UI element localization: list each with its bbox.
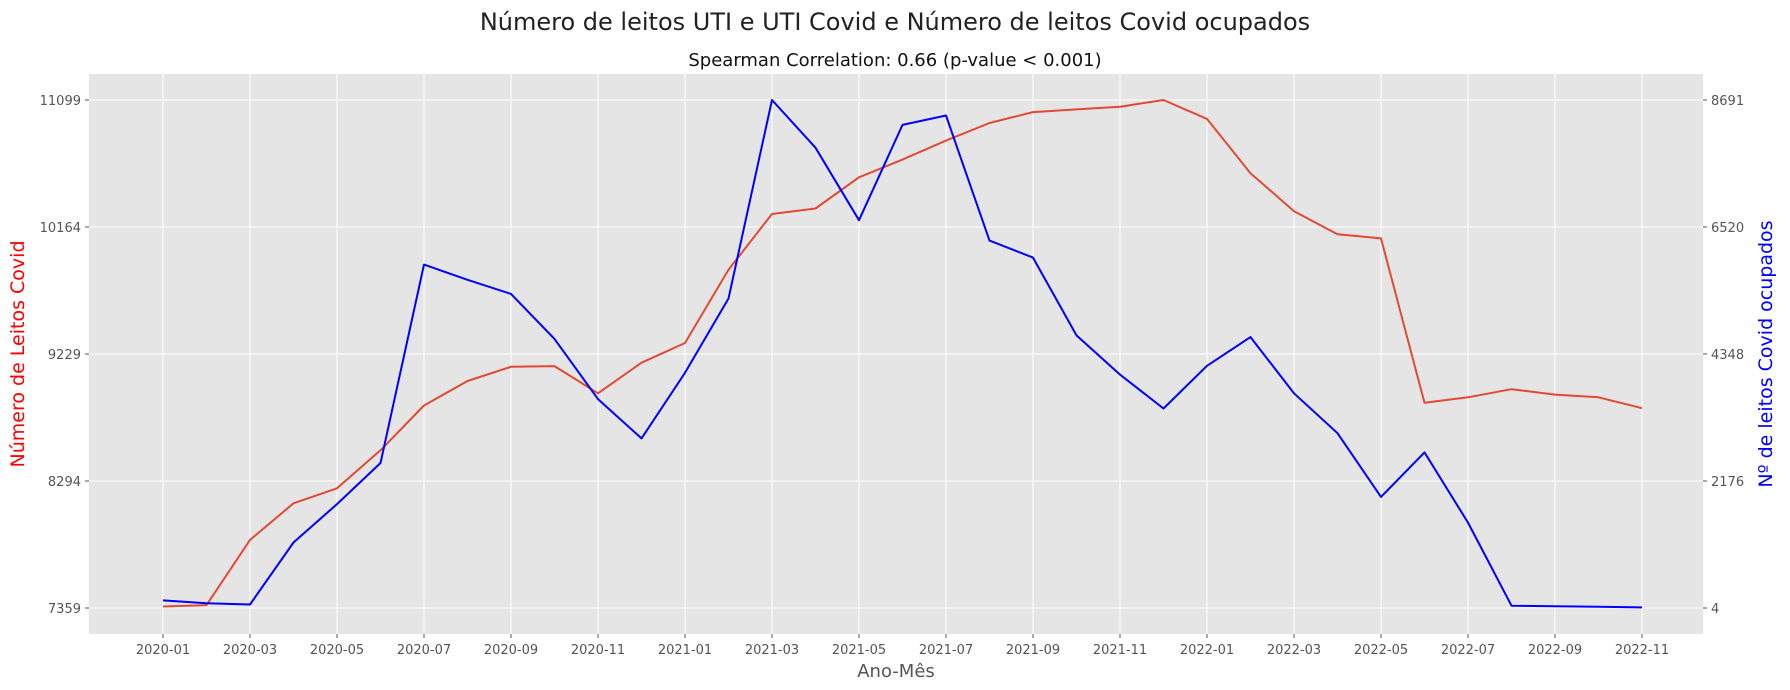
series-line-leitos-covid [162, 99, 1643, 608]
left-y-ticks: 7359 8294 9229 10164 11099 [40, 94, 89, 617]
left-y-axis-label: Número de Leitos Covid [7, 240, 29, 467]
x-tick-label: 2020-01 [136, 643, 190, 658]
x-tick-label: 2020-05 [310, 643, 364, 658]
left-y-tick-label: 8294 [48, 475, 81, 490]
x-tick-label: 2021-01 [658, 643, 712, 658]
x-tick-label: 2022-11 [1615, 643, 1669, 658]
x-tick-label: 2020-03 [223, 643, 277, 658]
left-y-tick-label: 7359 [48, 602, 81, 617]
x-tick-label: 2021-11 [1093, 643, 1147, 658]
x-tick-label: 2020-07 [397, 643, 451, 658]
right-y-tick-label: 4 [1711, 602, 1719, 617]
right-y-tick-label: 6520 [1711, 221, 1744, 236]
chart-subtitle: Spearman Correlation: 0.66 (p-value < 0.… [688, 50, 1101, 71]
left-y-tick-label: 10164 [40, 221, 81, 236]
grid-layer [89, 74, 1703, 634]
chart-title: Número de leitos UTI e UTI Covid e Númer… [480, 8, 1310, 36]
x-tick-label: 2020-11 [571, 643, 625, 658]
x-tick-label: 2021-07 [919, 643, 973, 658]
series-line-leitos-ocupados [162, 99, 1643, 609]
right-y-ticks: 4 2176 4348 6520 8691 [1703, 94, 1744, 617]
x-ticks: 2020-01 2020-03 2020-05 2020-07 2020-09 2020-… [136, 634, 1669, 658]
x-axis-label: Ano-Mês [857, 661, 935, 682]
left-y-tick-label: 9229 [48, 348, 81, 363]
x-tick-label: 2022-05 [1354, 643, 1408, 658]
series-layer [162, 99, 1643, 609]
left-y-tick-label: 11099 [40, 94, 81, 109]
right-y-tick-label: 8691 [1711, 94, 1744, 109]
right-y-axis-label: Nº de leitos Covid ocupados [1755, 220, 1777, 487]
right-y-tick-label: 4348 [1711, 348, 1744, 363]
x-tick-label: 2021-05 [832, 643, 886, 658]
x-tick-label: 2020-09 [484, 643, 538, 658]
x-tick-label: 2022-03 [1267, 643, 1321, 658]
x-tick-label: 2022-09 [1528, 643, 1582, 658]
x-tick-label: 2021-09 [1006, 643, 1060, 658]
x-tick-label: 2022-07 [1441, 643, 1495, 658]
right-y-tick-label: 2176 [1711, 475, 1744, 490]
x-tick-label: 2021-03 [745, 643, 799, 658]
x-tick-label: 2022-01 [1180, 643, 1234, 658]
